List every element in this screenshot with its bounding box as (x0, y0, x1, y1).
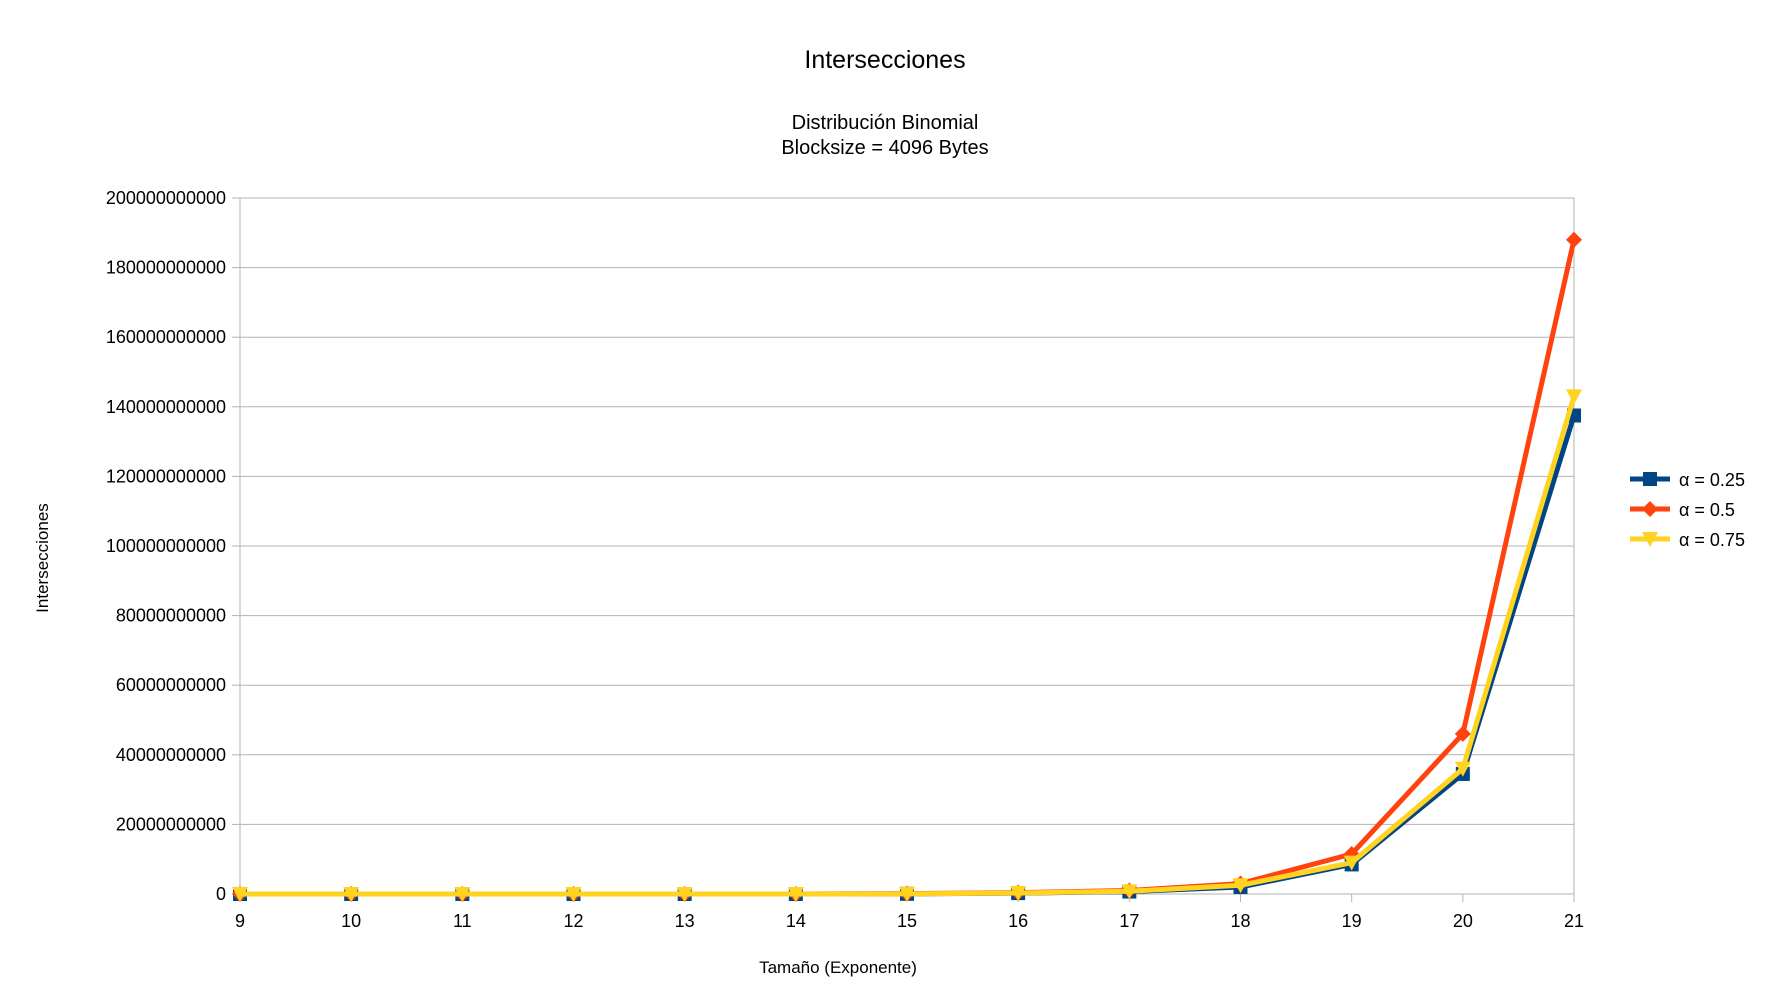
legend-item: α = 0.75 (1630, 530, 1745, 550)
x-tick-label: 18 (1230, 911, 1250, 931)
data-point (565, 887, 582, 902)
data-point (1566, 389, 1582, 405)
y-tick-label: 60000000000 (116, 675, 226, 695)
y-tick-label: 80000000000 (116, 606, 226, 626)
data-point (1454, 761, 1471, 777)
series-2 (232, 231, 1582, 902)
grid-lines (239, 197, 1575, 895)
y-tick-label: 0 (216, 884, 226, 904)
series-line (237, 393, 1577, 897)
legend: α = 0.25 α = 0.5 α = 0.75 (1630, 470, 1745, 550)
data-point (1454, 725, 1471, 742)
y-tick-label: 140000000000 (106, 397, 226, 417)
x-tick-label: 15 (897, 911, 917, 931)
x-tick-label: 17 (1119, 911, 1139, 931)
x-axis-label: Tamaño (Exponente) (759, 958, 917, 977)
data-point (343, 887, 360, 902)
series-3 (232, 389, 1582, 902)
data-point (1566, 231, 1582, 248)
chart-subtitle-line-2: Blocksize = 4096 Bytes (781, 137, 988, 159)
x-tick-label: 11 (453, 911, 472, 931)
legend-swatch-marker (1642, 532, 1658, 547)
data-series (232, 231, 1582, 902)
y-axis-label: Intersecciones (33, 503, 52, 613)
data-point (899, 886, 915, 902)
data-point (454, 887, 471, 902)
chart-title: Intersecciones (804, 46, 965, 74)
series-line (237, 237, 1577, 897)
x-tick-label: 13 (675, 911, 695, 931)
series-line (237, 413, 1577, 897)
x-tick-label: 12 (563, 911, 583, 931)
data-point (1232, 878, 1249, 894)
chart-subtitle-line-1: Distribución Binomial (792, 112, 979, 134)
legend-swatch-marker (1643, 472, 1657, 486)
x-tick-label: 9 (235, 911, 245, 931)
x-tick-label: 21 (1564, 911, 1584, 931)
y-axis-ticks: 0 20000000000 40000000000 60000000000 800000… (106, 188, 240, 904)
data-point (1343, 855, 1360, 871)
y-tick-label: 100000000000 (106, 536, 226, 556)
x-tick-label: 16 (1008, 911, 1028, 931)
y-tick-label: 160000000000 (106, 327, 226, 347)
y-tick-label: 200000000000 (106, 188, 226, 208)
legend-label: α = 0.25 (1679, 470, 1745, 490)
y-tick-label: 20000000000 (116, 814, 226, 834)
data-point (1121, 884, 1138, 900)
data-point (676, 887, 693, 902)
legend-label: α = 0.5 (1679, 500, 1735, 520)
legend-label: α = 0.75 (1679, 530, 1745, 550)
data-point (787, 887, 804, 902)
y-tick-label: 40000000000 (116, 745, 226, 765)
legend-item: α = 0.5 (1630, 500, 1735, 520)
x-tick-label: 19 (1342, 911, 1362, 931)
legend-item: α = 0.25 (1630, 470, 1745, 490)
x-tick-label: 20 (1453, 911, 1473, 931)
y-tick-label: 180000000000 (106, 258, 226, 278)
data-point (232, 887, 248, 902)
x-tick-label: 10 (341, 911, 361, 931)
legend-swatch-marker (1642, 501, 1658, 517)
x-tick-label: 14 (786, 911, 806, 931)
data-point (1010, 885, 1027, 901)
y-tick-label: 120000000000 (106, 466, 226, 486)
x-axis-ticks: 9 10 11 12 13 14 15 16 17 18 19 20 21 (235, 894, 1584, 931)
